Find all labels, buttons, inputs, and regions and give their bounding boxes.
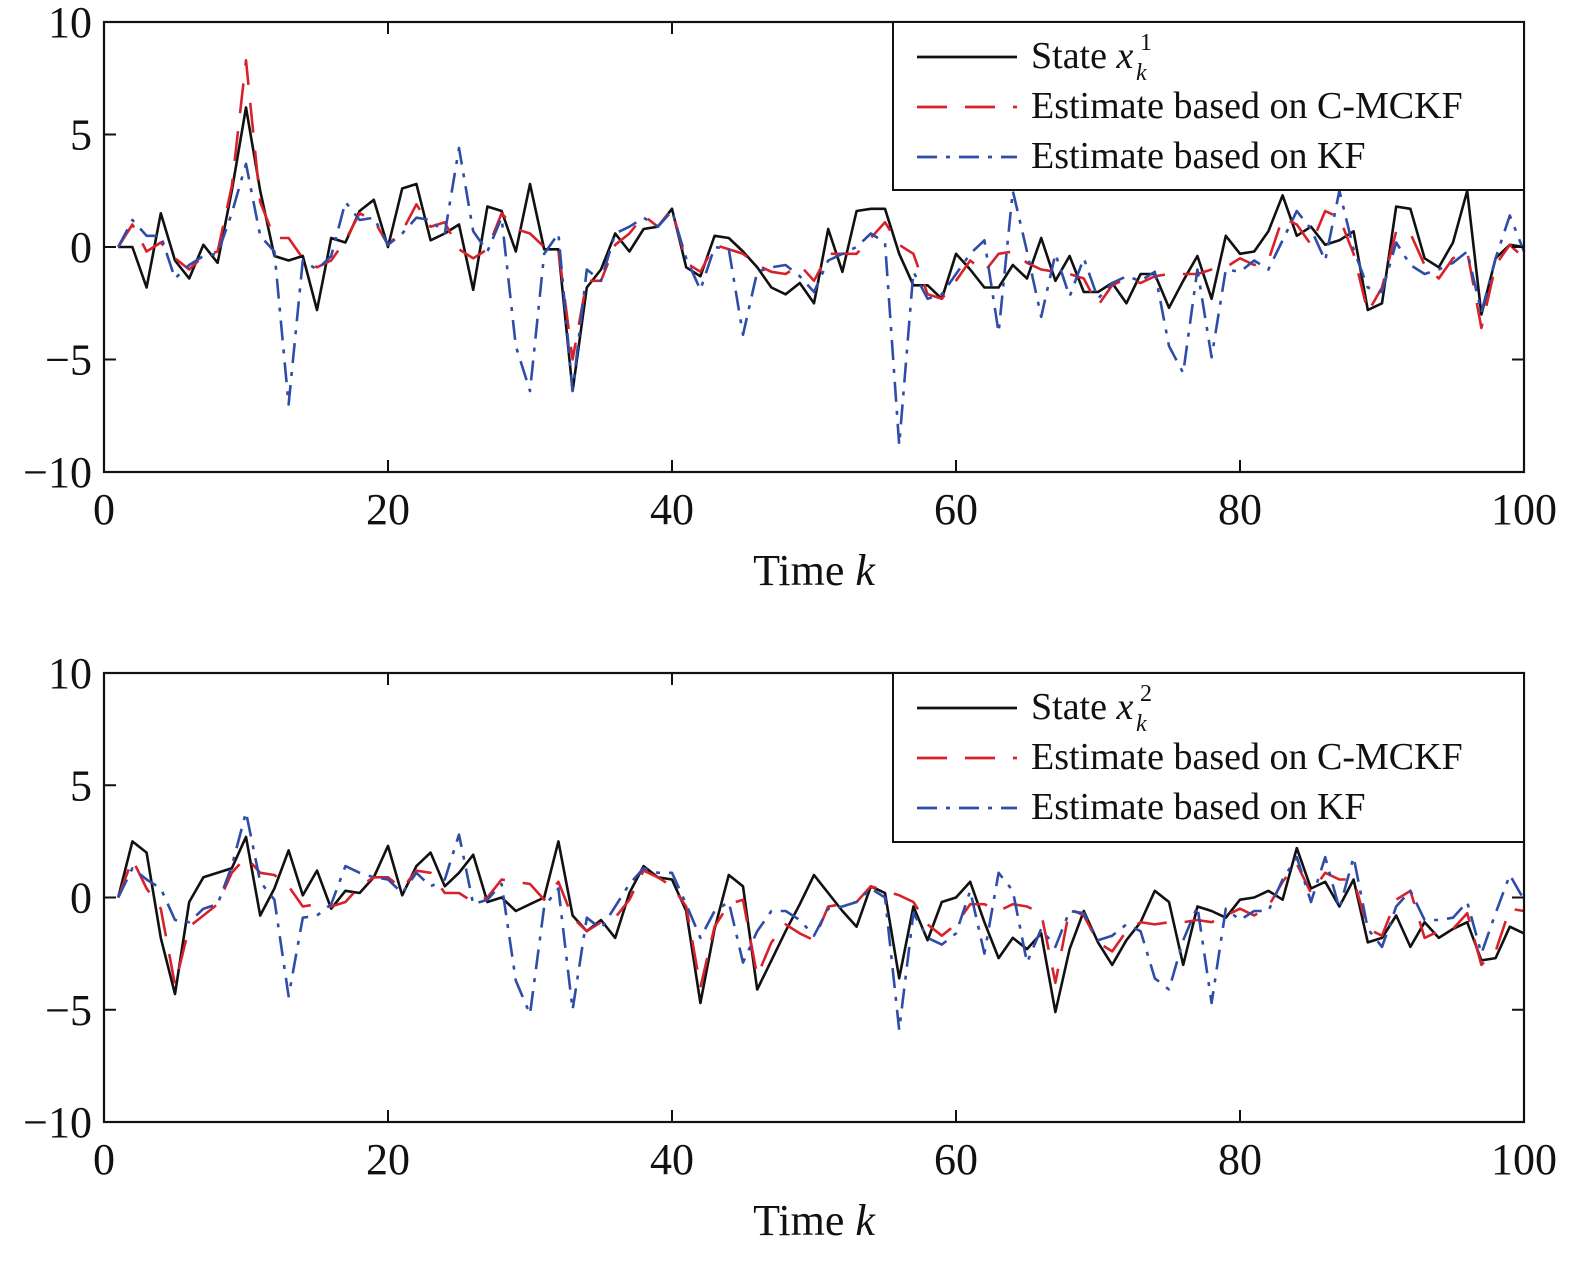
- y-tick-label: −10: [23, 448, 92, 497]
- x-axis-title-var: k: [855, 546, 876, 595]
- x-axis-title-var: k: [855, 1196, 876, 1245]
- y-tick-label: 10: [48, 0, 92, 47]
- x-tick-label: 40: [650, 485, 694, 534]
- legend-label-sup: 1: [1140, 30, 1152, 56]
- legend-label-sub: k: [1136, 60, 1147, 86]
- legend-label-text: State: [1031, 686, 1116, 728]
- x-tick-label: 0: [93, 485, 115, 534]
- legend-box: [892, 21, 1525, 191]
- x-axis-title-text: Time: [753, 1196, 855, 1245]
- legend-label-sub: k: [1136, 711, 1147, 737]
- y-tick-label: 5: [70, 111, 92, 160]
- x-axis-title: Time k: [753, 1196, 876, 1245]
- x-tick-label: 80: [1218, 1135, 1262, 1184]
- x-tick-label: 100: [1491, 1135, 1557, 1184]
- legend-label-2: Estimate based on C-MCKF: [1031, 85, 1463, 127]
- x-axis-title: Time k: [753, 546, 876, 595]
- legend-label-sup: 2: [1140, 681, 1152, 707]
- series-line-state: [116, 835, 1525, 1014]
- legend-label-text: State: [1031, 35, 1116, 77]
- x-tick-label: 20: [366, 485, 410, 534]
- y-tick-label: 0: [70, 874, 92, 923]
- legend-label-var: x: [1115, 35, 1133, 77]
- legend-label-3: Estimate based on KF: [1031, 135, 1366, 177]
- y-tick-label: −5: [45, 986, 92, 1035]
- y-tick-label: 5: [70, 761, 92, 810]
- y-tick-label: 10: [48, 649, 92, 698]
- x-tick-label: 80: [1218, 485, 1262, 534]
- x-tick-label: 100: [1491, 485, 1557, 534]
- series-line-estimate-based-on-c-mckf: [117, 58, 1525, 361]
- x-tick-label: 40: [650, 1135, 694, 1184]
- x-tick-label: 60: [934, 485, 978, 534]
- legend-label-3: Estimate based on KF: [1031, 786, 1366, 828]
- legend-box: [892, 672, 1525, 843]
- x-tick-label: 20: [366, 1135, 410, 1184]
- x-tick-label: 0: [93, 1135, 115, 1184]
- y-tick-label: −5: [45, 336, 92, 385]
- y-tick-label: 0: [70, 223, 92, 272]
- legend-label-var: x: [1115, 686, 1133, 728]
- x-axis-title-text: Time: [753, 546, 855, 595]
- y-tick-label: −10: [23, 1098, 92, 1147]
- legend-label-2: Estimate based on C-MCKF: [1031, 736, 1463, 778]
- series-line-estimate-based-on-kf: [117, 810, 1526, 1032]
- x-tick-label: 60: [934, 1135, 978, 1184]
- legend-label-1: State x: [1031, 35, 1133, 77]
- series-line-estimate-based-on-kf: [117, 146, 1526, 447]
- legend-label-1: State x: [1031, 686, 1133, 728]
